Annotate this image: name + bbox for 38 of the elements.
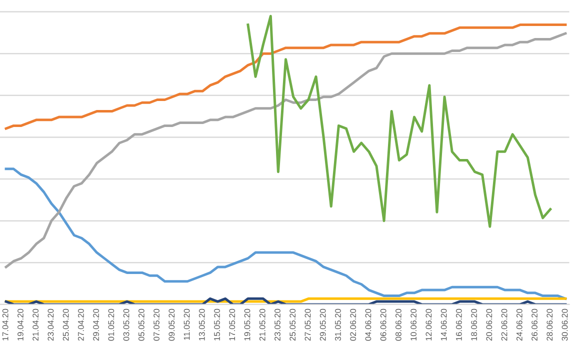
x-tick-label: 28.06.20 xyxy=(546,308,553,341)
x-tick-label: 17.04.20 xyxy=(2,308,8,340)
x-tick-label: 18.06.20 xyxy=(471,308,477,340)
x-tick-label: 27.05.20 xyxy=(304,308,311,341)
x-tick-label: 15.05.20 xyxy=(214,308,220,340)
x-tick-label: 19.04.20 xyxy=(18,308,24,340)
x-tick-label: 25.05.20 xyxy=(290,308,296,341)
x-tick-label: 08.06.20 xyxy=(395,308,402,341)
x-tick-label: 12.06.20 xyxy=(426,308,432,340)
x-tick-label: 29.05.20 xyxy=(320,308,326,341)
x-tick-label: 22.06.20 xyxy=(501,308,508,341)
x-tick-label: 02.06.20 xyxy=(350,308,356,341)
x-tick-label: 13.05.20 xyxy=(198,308,205,340)
x-tick-label: 01.05.20 xyxy=(108,308,114,341)
x-tick-label: 05.05.20 xyxy=(138,308,144,341)
x-tick-label: 16.06.20 xyxy=(456,308,462,340)
x-tick-label: 03.05.20 xyxy=(123,308,130,341)
x-tick-label: 21.05.20 xyxy=(259,308,266,341)
x-tick-label: 30.06.20 xyxy=(562,308,568,341)
x-tick-label: 04.06.20 xyxy=(365,308,372,341)
x-tick-label: 25.04.20 xyxy=(62,308,69,341)
x-tick-label: 20.06.20 xyxy=(486,308,492,341)
x-tick-label: 19.05.20 xyxy=(244,308,250,340)
x-tick-label: 11.05.20 xyxy=(184,308,190,340)
x-tick-label: 29.04.20 xyxy=(93,308,99,341)
x-tick-label: 21.04.20 xyxy=(32,308,39,341)
x-tick-label: 31.05.20 xyxy=(335,308,341,341)
x-tick-label: 06.06.20 xyxy=(380,308,386,341)
x-tick-label: 17.05.20 xyxy=(229,308,236,340)
x-tick-label: 14.06.20 xyxy=(440,308,447,340)
x-tick-label: 07.05.20 xyxy=(154,308,160,341)
x-tick-label: 23.04.20 xyxy=(48,308,54,341)
x-tick-label: 24.06.20 xyxy=(516,308,522,341)
x-tick-label: 26.06.20 xyxy=(532,308,538,341)
x-tick-label: 23.05.20 xyxy=(274,308,280,341)
x-tick-label: 10.06.20 xyxy=(410,308,417,340)
x-tick-label: 27.04.20 xyxy=(78,308,84,341)
x-tick-label: 09.05.20 xyxy=(168,308,175,341)
